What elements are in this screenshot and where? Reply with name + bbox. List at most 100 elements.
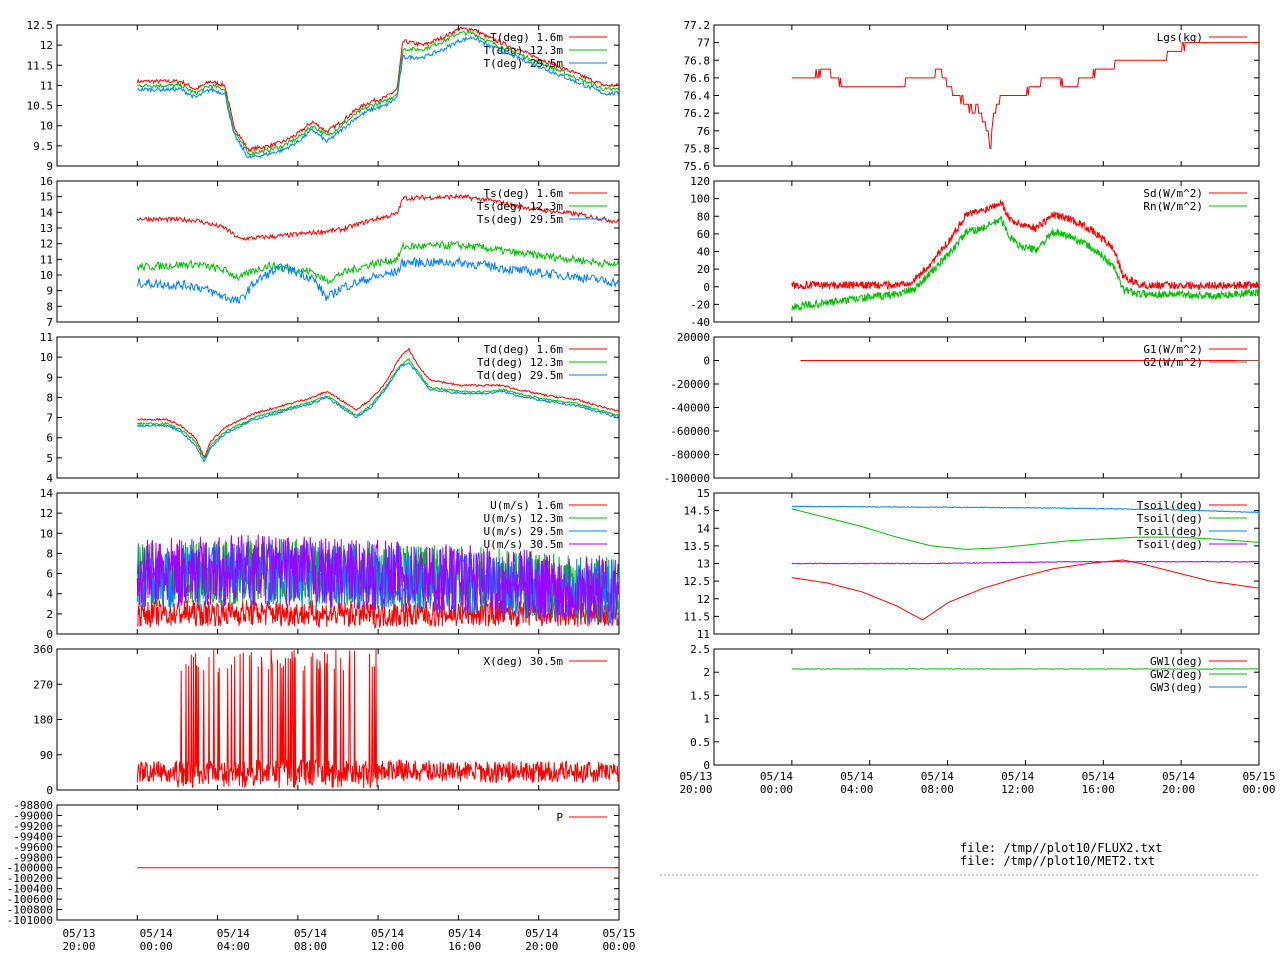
x-tick-label: 04:00 <box>217 940 250 953</box>
panel-tsoil: 1111.51212.51313.51414.515Tsoil(deg)Tsoi… <box>684 487 1260 641</box>
legend-label: Lgs(kg) <box>1157 31 1203 44</box>
y-tick-label: 180 <box>33 714 53 727</box>
y-tick-label: 9.5 <box>33 140 53 153</box>
legend-label: G2(W/m^2) <box>1143 356 1203 369</box>
y-tick-label: 11 <box>697 628 710 641</box>
y-tick-label: 8 <box>46 300 53 313</box>
y-tick-label: 10 <box>40 120 53 133</box>
panel-lgs: 75.6 75.8 76 76.2 76.4 76.6 76.8 77 77.2 Lgs(kg) <box>684 19 1260 173</box>
y-tick-label: 12.5 <box>27 19 54 32</box>
series-line <box>791 560 1259 565</box>
legend-label: Td(deg) 29.5m <box>477 369 563 382</box>
y-tick-label: 0 <box>46 784 53 797</box>
y-tick-label: -100000 <box>664 472 710 485</box>
y-tick-label: -100000 <box>7 862 53 875</box>
x-tick-label: 05/14 <box>217 927 250 940</box>
x-tick-label: 00:00 <box>602 940 635 953</box>
y-tick-label: -99800 <box>13 851 53 864</box>
x-tick-label: 05/14 <box>525 927 558 940</box>
x-tick-label: 05/14 <box>448 927 481 940</box>
series-line <box>136 534 619 627</box>
x-tick-label: 05/14 <box>840 770 873 783</box>
y-tick-label: 2 <box>46 608 53 621</box>
y-tick-label: 270 <box>33 678 53 691</box>
y-tick-label: 0 <box>703 355 710 368</box>
y-tick-label: 4 <box>46 588 53 601</box>
y-tick-label: 1 <box>703 713 710 726</box>
y-tick-label: -20000 <box>670 378 710 391</box>
x-tick-label: 05/14 <box>371 927 404 940</box>
x-tick-label: 00:00 <box>1242 783 1275 796</box>
file-label: file: /tmp//plot10/FLUX2.txt <box>960 841 1162 855</box>
y-tick-label: 5 <box>46 452 53 465</box>
legend-label: U(m/s) 1.6m <box>490 499 563 512</box>
legend-label: Tsoil(deg) <box>1137 525 1203 538</box>
y-tick-label: 76.4 <box>684 90 711 103</box>
legend-label: Tsoil(deg) <box>1137 512 1203 525</box>
y-tick-label: 14 <box>697 522 711 535</box>
y-tick-label: 100 <box>690 193 710 206</box>
y-tick-label: -100600 <box>7 893 53 906</box>
y-tick-label: 12.5 <box>684 575 711 588</box>
y-tick-label: 40 <box>697 246 710 259</box>
legend-label: U(m/s) 30.5m <box>484 538 564 551</box>
series-line <box>137 35 619 159</box>
y-tick-label: 76.6 <box>684 72 711 85</box>
plot-frame <box>56 180 620 323</box>
y-tick-label: 10 <box>40 351 53 364</box>
legend-label: T(deg) 1.6m <box>490 31 563 44</box>
x-tick-label: 05/14 <box>760 770 793 783</box>
x-tick-label: 05/14 <box>1082 770 1115 783</box>
y-tick-label: 12 <box>40 507 53 520</box>
y-tick-label: 77.2 <box>684 19 711 32</box>
legend-label: G1(W/m^2) <box>1143 343 1203 356</box>
y-tick-label: 76.2 <box>684 107 711 120</box>
plot-frame <box>56 336 620 479</box>
y-tick-label: -100400 <box>7 883 53 896</box>
plot-frame <box>56 492 620 635</box>
plot-frame <box>56 24 620 167</box>
x-tick-label: 05/14 <box>140 927 173 940</box>
x-tick-label: 05/13 <box>679 770 712 783</box>
y-tick-label: 11 <box>40 253 53 266</box>
y-tick-label: 7 <box>46 412 53 425</box>
y-tick-label: 80 <box>697 210 710 223</box>
y-tick-label: 12 <box>40 39 53 52</box>
series-line <box>791 505 1259 514</box>
y-tick-label: 20 <box>697 263 710 276</box>
y-tick-label: 9 <box>46 285 53 298</box>
legend-label: Td(deg) 12.3m <box>477 356 563 369</box>
x-tick-label: 05/15 <box>1242 770 1275 783</box>
y-tick-label: 9 <box>46 160 53 173</box>
legend-label: T(deg) 29.5m <box>484 57 564 70</box>
y-tick-label: 10.5 <box>27 100 54 113</box>
y-tick-label: 15 <box>40 191 53 204</box>
x-tick-label: 08:00 <box>294 940 327 953</box>
y-tick-label: -99400 <box>13 830 53 843</box>
y-tick-label: 75.8 <box>684 142 711 155</box>
y-tick-label: 75.6 <box>684 160 711 173</box>
x-tick-label: 20:00 <box>62 940 95 953</box>
series-line <box>136 193 619 242</box>
x-tick-label: 05/15 <box>602 927 635 940</box>
series-line <box>791 215 1259 312</box>
legend-label: Ts(deg) 1.6m <box>484 187 564 200</box>
y-tick-label: 9 <box>46 371 53 384</box>
x-tick-label: 08:00 <box>921 783 954 796</box>
y-tick-label: -40000 <box>670 402 710 415</box>
y-tick-label: 76 <box>697 125 710 138</box>
series-line <box>136 361 619 463</box>
x-tick-label: 12:00 <box>371 940 404 953</box>
y-tick-label: -101000 <box>7 914 53 927</box>
panel-g: -100000 -80000 -60000 -40000 -20000 0 20000 G1(… <box>664 331 1260 485</box>
y-tick-label: 16 <box>40 175 53 188</box>
x-tick-label: 05/13 <box>62 927 95 940</box>
series-line <box>136 26 619 153</box>
file-label: file: /tmp//plot10/MET2.txt <box>960 854 1155 868</box>
y-tick-label: 13 <box>697 558 710 571</box>
legend-label: Tsoil(deg) <box>1137 538 1203 551</box>
y-tick-label: -20 <box>690 298 710 311</box>
y-tick-label: -100800 <box>7 904 53 917</box>
legend-label: GW1(deg) <box>1150 655 1203 668</box>
